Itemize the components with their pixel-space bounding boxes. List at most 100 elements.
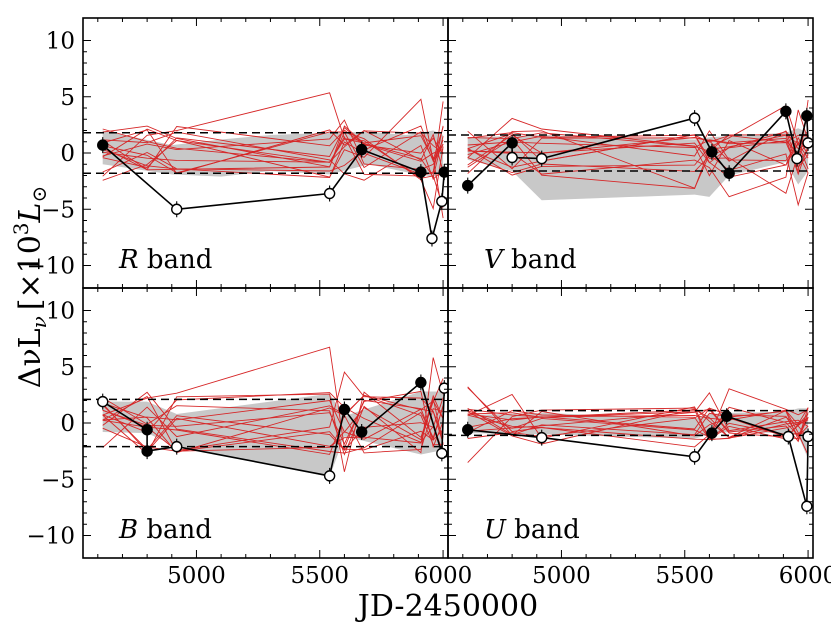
data-point-filled <box>706 146 718 158</box>
axis-text-group: JD-2450000 ΔνLν [×103L⊙ <box>9 186 538 624</box>
data-point-open <box>536 152 548 165</box>
data-point-open <box>323 187 336 200</box>
y-tick-label: −5 <box>41 467 75 493</box>
panel-r-band: −10 −5 0 5 10 R band <box>26 17 449 289</box>
y-tick-label: −5 <box>41 197 75 223</box>
x-tick-label: 6000 <box>779 563 831 589</box>
band-label-word: band <box>503 245 577 275</box>
data-point-filled <box>723 167 735 179</box>
data-point-filled <box>462 179 474 192</box>
panel-plot-area <box>83 346 448 484</box>
data-point-open <box>688 451 701 463</box>
data-point-open <box>782 430 795 443</box>
data-point-open <box>802 430 813 443</box>
model-curve <box>467 131 809 164</box>
x-tick-label: 5500 <box>655 563 714 589</box>
x-axis-label: JD-2450000 <box>355 589 538 624</box>
band-label-word: band <box>506 515 580 545</box>
data-point-open <box>97 395 109 408</box>
y-tick-label: 0 <box>60 141 75 167</box>
band-label: B band <box>118 515 212 545</box>
observed-line <box>467 415 809 507</box>
model-curve <box>102 395 444 452</box>
band-label-letter: U <box>484 515 507 545</box>
panel-v-band: V band <box>447 17 814 289</box>
panel-u-band: 5000 5500 6000 U band <box>447 287 831 589</box>
data-point-filled <box>415 166 427 178</box>
y-tick-label: 10 <box>46 299 75 325</box>
data-point-open <box>536 431 548 444</box>
data-point-open <box>171 203 183 215</box>
data-point-filled <box>355 143 368 156</box>
y-tick-label: −10 <box>26 254 75 280</box>
y-axis-label: ΔνLν [×103L⊙ <box>9 186 51 388</box>
model-curve <box>102 126 444 171</box>
model-curve <box>102 390 444 449</box>
data-point-open <box>436 195 448 208</box>
model-curve <box>467 134 809 166</box>
model-curve <box>102 130 444 163</box>
data-point-open <box>791 152 803 165</box>
y-axis-label-main: ΔνL <box>13 328 48 388</box>
panel-b-band: −10 −5 0 5 10 5000 5500 6000 B band <box>26 287 473 589</box>
data-point-filled <box>415 376 427 389</box>
y-tick-label: −10 <box>26 524 75 550</box>
band-label: R band <box>118 245 212 275</box>
data-point-filled <box>780 105 792 118</box>
model-curve <box>102 357 444 456</box>
shaded-band <box>102 391 444 477</box>
x-tick-label: 5500 <box>290 563 349 589</box>
data-point-open <box>506 151 518 164</box>
data-point-open <box>171 440 183 453</box>
data-point-filled <box>97 139 109 151</box>
panel-plot-area <box>448 99 813 207</box>
y-axis-label-unit-sub: ⊙ <box>27 186 51 203</box>
model-curve <box>102 126 444 168</box>
model-curve <box>467 407 809 441</box>
x-tick-label: 6000 <box>414 563 473 589</box>
data-point-filled <box>338 403 351 416</box>
observed-line <box>102 144 446 239</box>
model-curve <box>102 92 444 208</box>
y-tick-label: 10 <box>46 29 75 55</box>
data-point-filled <box>801 110 813 122</box>
y-tick-label: 5 <box>60 355 75 381</box>
x-tick-label: 5000 <box>532 563 591 589</box>
data-point-open <box>802 137 813 149</box>
model-curve <box>102 371 444 452</box>
observed-line <box>102 381 446 477</box>
data-point-filled <box>706 427 718 439</box>
data-point-filled <box>462 424 474 436</box>
data-point-filled <box>141 424 153 436</box>
model-curve <box>467 408 809 445</box>
y-tick-label: 0 <box>60 411 75 437</box>
y-tick-label: 5 <box>60 85 75 111</box>
band-label: U band <box>484 515 580 545</box>
x-tick-label: 5000 <box>167 563 226 589</box>
data-point-filled <box>141 445 153 457</box>
model-curve <box>102 98 444 178</box>
data-point-filled <box>506 137 518 149</box>
data-point-open <box>438 382 448 394</box>
model-curve <box>467 407 809 438</box>
band-label-word: band <box>139 245 213 275</box>
band-label-letter: B <box>118 515 138 545</box>
y-axis-label-sub: ν <box>27 316 51 328</box>
model-curve <box>102 119 444 170</box>
data-point-filled <box>355 426 368 438</box>
model-curve <box>102 101 444 178</box>
model-curve <box>467 109 809 198</box>
band-label-letter: V <box>484 245 505 275</box>
y-axis-label-open: [×10 <box>13 235 48 310</box>
data-point-open <box>801 500 813 512</box>
data-point-open <box>323 470 336 482</box>
y-axis-label-sup: 3 <box>9 222 33 235</box>
panel-plot-area <box>83 92 448 247</box>
model-curve <box>102 125 444 179</box>
data-point-open <box>688 112 701 124</box>
data-point-open <box>426 232 438 245</box>
band-label-letter: R <box>118 245 139 275</box>
band-label-word: band <box>138 515 212 545</box>
